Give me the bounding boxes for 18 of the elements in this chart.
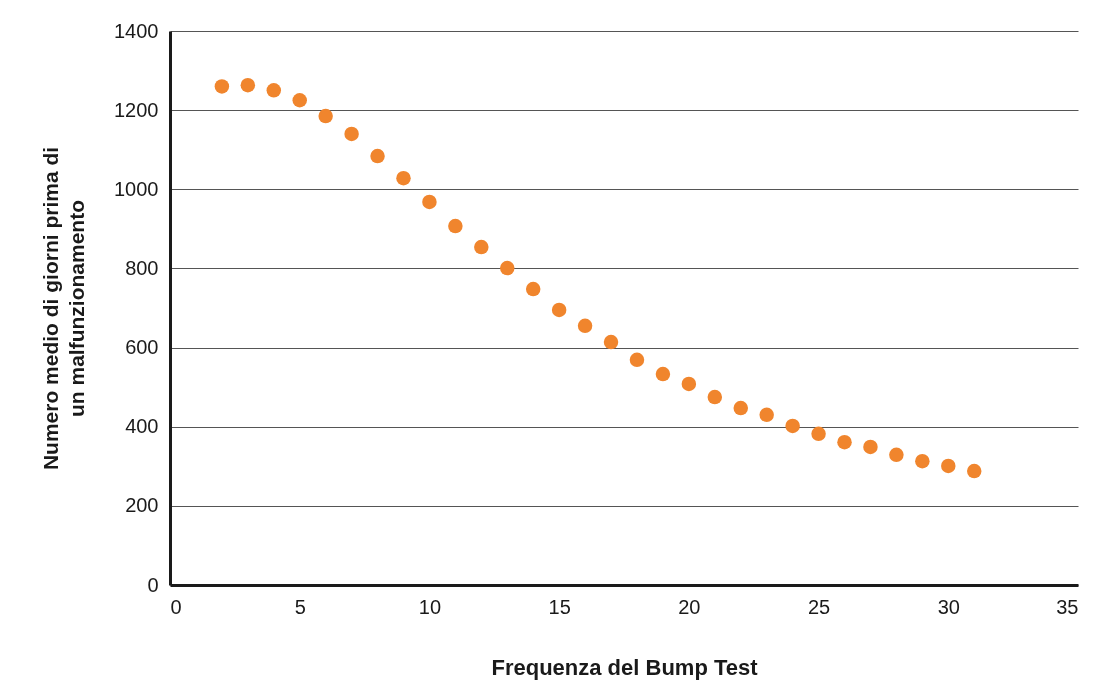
x-tick-label: 20 [678,595,701,618]
y-tick-label: 800 [125,256,159,279]
y-tick-label: 1200 [114,98,159,121]
x-tick-label: 5 [294,595,306,618]
y-tick-label: 0 [147,573,159,596]
y-axis-title: Numero medio di giorni prima di un malfunzionamento [39,146,89,471]
x-tick-label: 35 [1056,595,1079,618]
y-tick-label: 1400 [114,19,159,42]
x-tick-label: 25 [807,595,831,618]
x-tick-label: 15 [548,595,571,618]
x-tick-label: 10 [418,595,442,618]
y-tick-label: 1000 [114,177,159,200]
x-tick-label: 0 [170,595,182,618]
y-tick-label: 200 [125,494,159,517]
y-tick-label: 600 [125,336,159,359]
y-tick-label: 400 [125,415,159,438]
x-tick-label: 30 [937,595,960,618]
x-axis-title: Frequenza del Bump Test [491,654,759,680]
